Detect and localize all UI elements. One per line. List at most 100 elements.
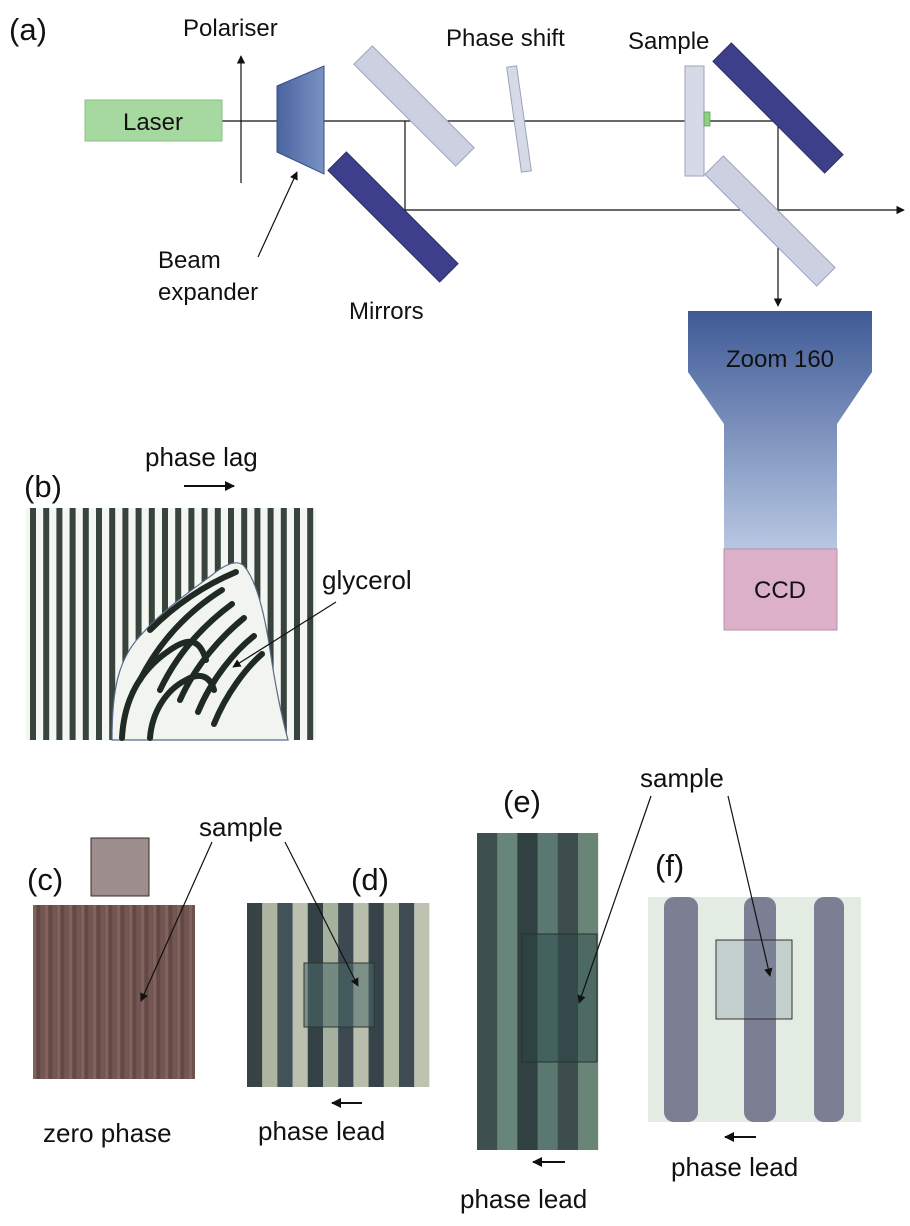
mirror-light-1 — [353, 45, 475, 167]
fringe-stripe — [294, 508, 300, 740]
glycerol-fringe — [211, 651, 265, 727]
grain-line — [105, 905, 108, 1079]
grain-line — [89, 905, 92, 1079]
fringe-stripe — [557, 833, 578, 1150]
panel-d: (d) phase lead — [247, 862, 430, 1146]
grain-line — [97, 905, 100, 1079]
mirror-light-2 — [704, 155, 836, 287]
fringe-stripe — [122, 508, 129, 740]
fringe-stripe — [30, 508, 36, 740]
fringe-stripe — [69, 508, 76, 740]
grain-line — [133, 905, 136, 1079]
glycerol-fringe — [157, 601, 235, 693]
glycerol-fringe — [147, 672, 217, 741]
fringe-stripe — [247, 903, 263, 1087]
glycerol-fringe — [147, 569, 239, 633]
fringe-stripe — [664, 897, 698, 1122]
image-c-roi — [90, 837, 150, 897]
phase-lead-label-e: phase lead — [460, 1184, 587, 1214]
sample-pointer-c — [140, 841, 213, 1002]
image-c-stripes — [33, 905, 192, 1079]
fringe-stripe — [262, 903, 278, 1087]
grain-line — [73, 905, 76, 1079]
panel-e-label: (e) — [503, 784, 541, 819]
panel-a-setup: (a) Polariser Laser Beam expander Mirror… — [9, 12, 905, 631]
glycerol-fringe — [195, 633, 257, 715]
grain-line — [169, 905, 172, 1079]
fringe-stripe — [414, 903, 430, 1087]
grain-line — [125, 905, 128, 1079]
grain-line — [37, 905, 40, 1079]
fringe-stripe — [280, 508, 287, 740]
grain-line — [153, 905, 156, 1079]
sample-plate — [684, 65, 705, 177]
glycerol-pointer — [232, 601, 337, 668]
sample-label-ef: sample — [640, 763, 724, 793]
grain-line — [33, 905, 36, 1079]
grain-line — [117, 905, 120, 1079]
mirror-dark-2 — [712, 42, 844, 174]
sample-pointer-f — [727, 795, 773, 977]
fringe-stripe — [578, 833, 599, 1150]
phase-shift-plate — [506, 65, 532, 173]
fringe-stripe — [814, 897, 844, 1122]
fringe-stripe — [267, 508, 274, 740]
sample-pointer-e — [577, 795, 652, 1004]
mirror-dark-1 — [327, 151, 459, 283]
fringe-stripe — [383, 903, 399, 1087]
image-e-stripes — [477, 833, 599, 1150]
panel-a-label: (a) — [9, 12, 47, 47]
fringe-stripe — [277, 903, 293, 1087]
grain-line — [145, 905, 148, 1079]
fringe-stripe — [135, 508, 142, 740]
grain-line — [149, 905, 152, 1079]
phase-shift-label: Phase shift — [446, 25, 565, 52]
fringe-stripe — [744, 897, 776, 1122]
grain-line — [81, 905, 84, 1079]
fringe-stripe — [517, 833, 538, 1150]
fringe-stripe — [43, 508, 50, 740]
panel-c: (c) zero phase — [27, 837, 195, 1148]
zoom-label: Zoom 160 — [726, 346, 834, 373]
grain-line — [45, 905, 48, 1079]
fringe-stripe — [96, 508, 102, 740]
panel-c-label: (c) — [27, 862, 63, 897]
fringe-stripe — [497, 833, 518, 1150]
polariser-label: Polariser — [183, 15, 278, 42]
fringe-stripe — [399, 903, 415, 1087]
sample-callout-cd: sample — [140, 812, 359, 1002]
ccd-box — [723, 548, 838, 631]
zero-phase-label: zero phase — [43, 1118, 172, 1148]
ccd-label: CCD — [754, 577, 806, 604]
phase-lag-label: phase lag — [145, 442, 258, 472]
fringe-stripe — [109, 508, 116, 740]
glycerol-fringe — [137, 587, 225, 683]
fringe-stripe — [82, 508, 89, 740]
sample-pointer-d — [284, 841, 359, 987]
image-d-roi — [303, 962, 375, 1028]
glycerol-fringe — [119, 638, 209, 741]
grain-line — [101, 905, 104, 1079]
fringe-stripe — [307, 508, 314, 740]
image-f-stripes — [664, 897, 844, 1122]
grain-line — [113, 905, 116, 1079]
beam-expander-label-line2: expander — [158, 279, 258, 306]
fringe-stripe — [56, 508, 63, 740]
grain-line — [181, 905, 184, 1079]
beam-expander-shape — [276, 65, 325, 175]
beam-expander-label-line1: Beam — [158, 247, 221, 274]
image-f-roi — [715, 939, 793, 1020]
grain-line — [141, 905, 144, 1079]
mirrors-label: Mirrors — [349, 298, 424, 325]
panel-f-label: (f) — [655, 848, 684, 883]
zoom-lens-shape — [688, 311, 872, 549]
grain-line — [41, 905, 44, 1079]
image-e-roi — [521, 933, 598, 1063]
fringe-stripe — [368, 903, 384, 1087]
panel-b-label: (b) — [24, 469, 62, 504]
grain-line — [77, 905, 80, 1079]
grain-line — [65, 905, 68, 1079]
grain-line — [69, 905, 72, 1079]
laser-label: Laser — [123, 109, 183, 136]
grain-line — [61, 905, 64, 1079]
